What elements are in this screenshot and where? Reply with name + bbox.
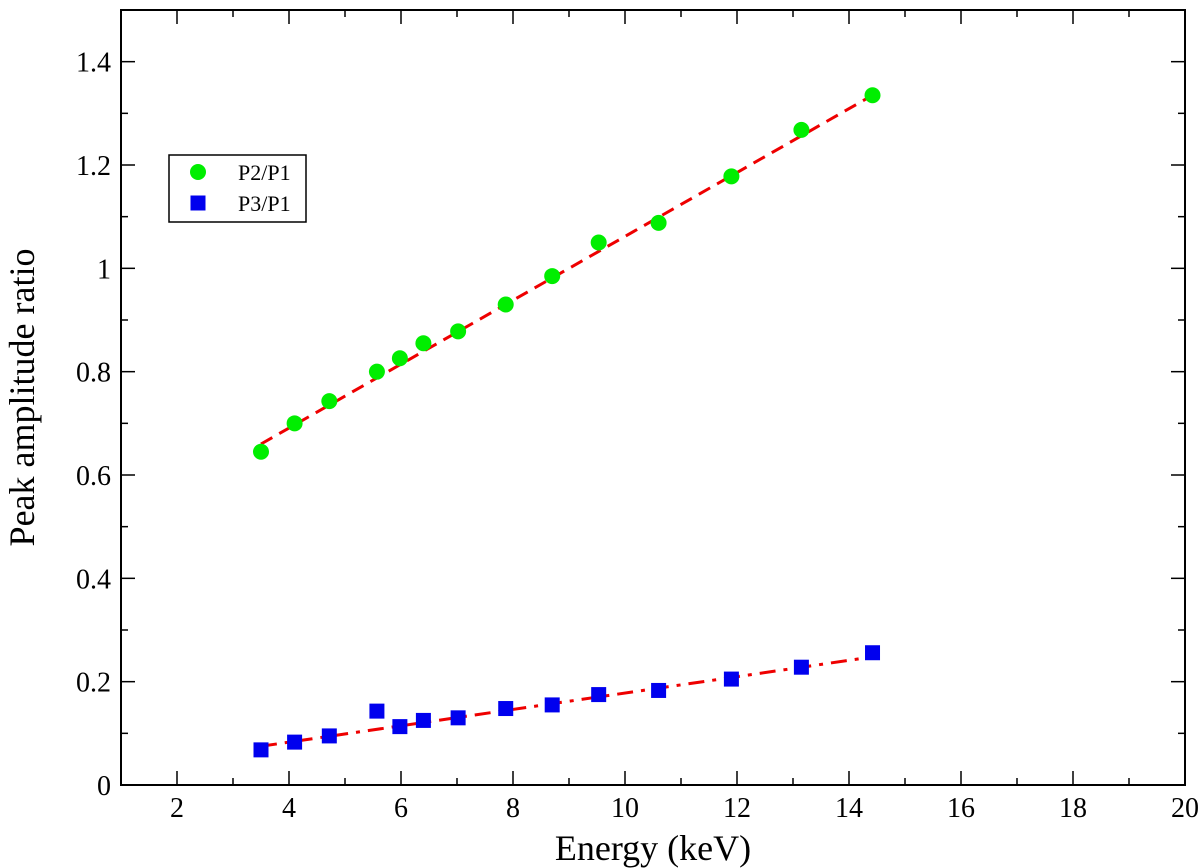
data-point-p3-p1 <box>392 719 408 735</box>
legend-marker-p2-p1 <box>190 164 206 180</box>
data-point-p2-p1 <box>590 234 607 251</box>
data-point-p2-p1 <box>253 443 269 460</box>
x-tick-label: 20 <box>1171 793 1199 824</box>
axis-ticks <box>120 9 1186 786</box>
y-tick-label: 0.2 <box>76 668 111 699</box>
x-tick-label: 10 <box>611 793 639 824</box>
x-axis-title: Energy (keV) <box>555 828 751 868</box>
data-point-p3-p1 <box>369 703 385 719</box>
y-tick-label: 1 <box>97 254 111 285</box>
fit-line <box>260 93 874 446</box>
data-point-p3-p1 <box>498 701 514 717</box>
data-point-p2-p1 <box>497 296 514 313</box>
data-point-p3-p1 <box>321 728 337 744</box>
y-tick-label: 0 <box>97 771 111 802</box>
data-point-p3-p1 <box>544 697 560 713</box>
legend: P2/P1 P3/P1 <box>168 154 307 223</box>
data-point-p3-p1 <box>793 659 809 675</box>
data-point-p2-p1 <box>450 323 467 340</box>
data-point-p2-p1 <box>793 121 810 138</box>
data-point-p3-p1 <box>865 645 881 661</box>
data-point-p3-p1 <box>723 671 739 687</box>
data-point-p2-p1 <box>286 415 303 432</box>
y-tick-label: 0.4 <box>76 564 111 595</box>
x-tick-label: 6 <box>394 793 408 824</box>
x-tick-label: 16 <box>947 793 975 824</box>
data-point-p3-p1 <box>591 687 607 703</box>
x-tick-label: 18 <box>1059 793 1087 824</box>
data-point-p2-p1 <box>864 87 881 104</box>
data-point-p2-p1 <box>391 350 408 367</box>
data-point-p2-p1 <box>544 268 561 285</box>
legend-label-p3-p1: P3/P1 <box>238 191 291 216</box>
data-point-p2-p1 <box>723 168 740 185</box>
data-point-p3-p1 <box>253 742 269 758</box>
fit-line <box>260 655 873 748</box>
axis-tick-labels: 2 4 6 8 10 12 14 16 18 20 0 0.2 0.4 0.6 0.8 1 1.2 1.4 <box>76 48 1199 824</box>
y-tick-label: 1.4 <box>76 48 111 79</box>
data-points <box>253 87 881 758</box>
data-point-p3-p1 <box>287 734 303 750</box>
x-tick-label: 12 <box>723 793 751 824</box>
data-point-p2-p1 <box>321 393 338 410</box>
data-point-p2-p1 <box>650 214 667 231</box>
data-point-p3-p1 <box>651 682 667 698</box>
y-tick-label: 1.2 <box>76 151 111 182</box>
data-point-p3-p1 <box>450 710 466 726</box>
y-tick-label: 0.6 <box>76 461 111 492</box>
y-axis-title: Peak amplitude ratio <box>2 249 42 547</box>
data-point-p2-p1 <box>368 363 385 380</box>
legend-box <box>168 154 307 223</box>
legend-label-p2-p1: P2/P1 <box>238 160 291 185</box>
x-tick-label: 4 <box>282 793 296 824</box>
x-tick-label: 14 <box>835 793 863 824</box>
legend-marker-p3-p1 <box>190 195 206 211</box>
x-tick-label: 2 <box>170 793 184 824</box>
x-tick-label: 8 <box>506 793 520 824</box>
y-tick-label: 0.8 <box>76 358 111 389</box>
data-point-p3-p1 <box>415 712 431 728</box>
plot-frame <box>120 9 1186 786</box>
fit-lines <box>260 93 874 748</box>
data-point-p2-p1 <box>415 335 432 352</box>
